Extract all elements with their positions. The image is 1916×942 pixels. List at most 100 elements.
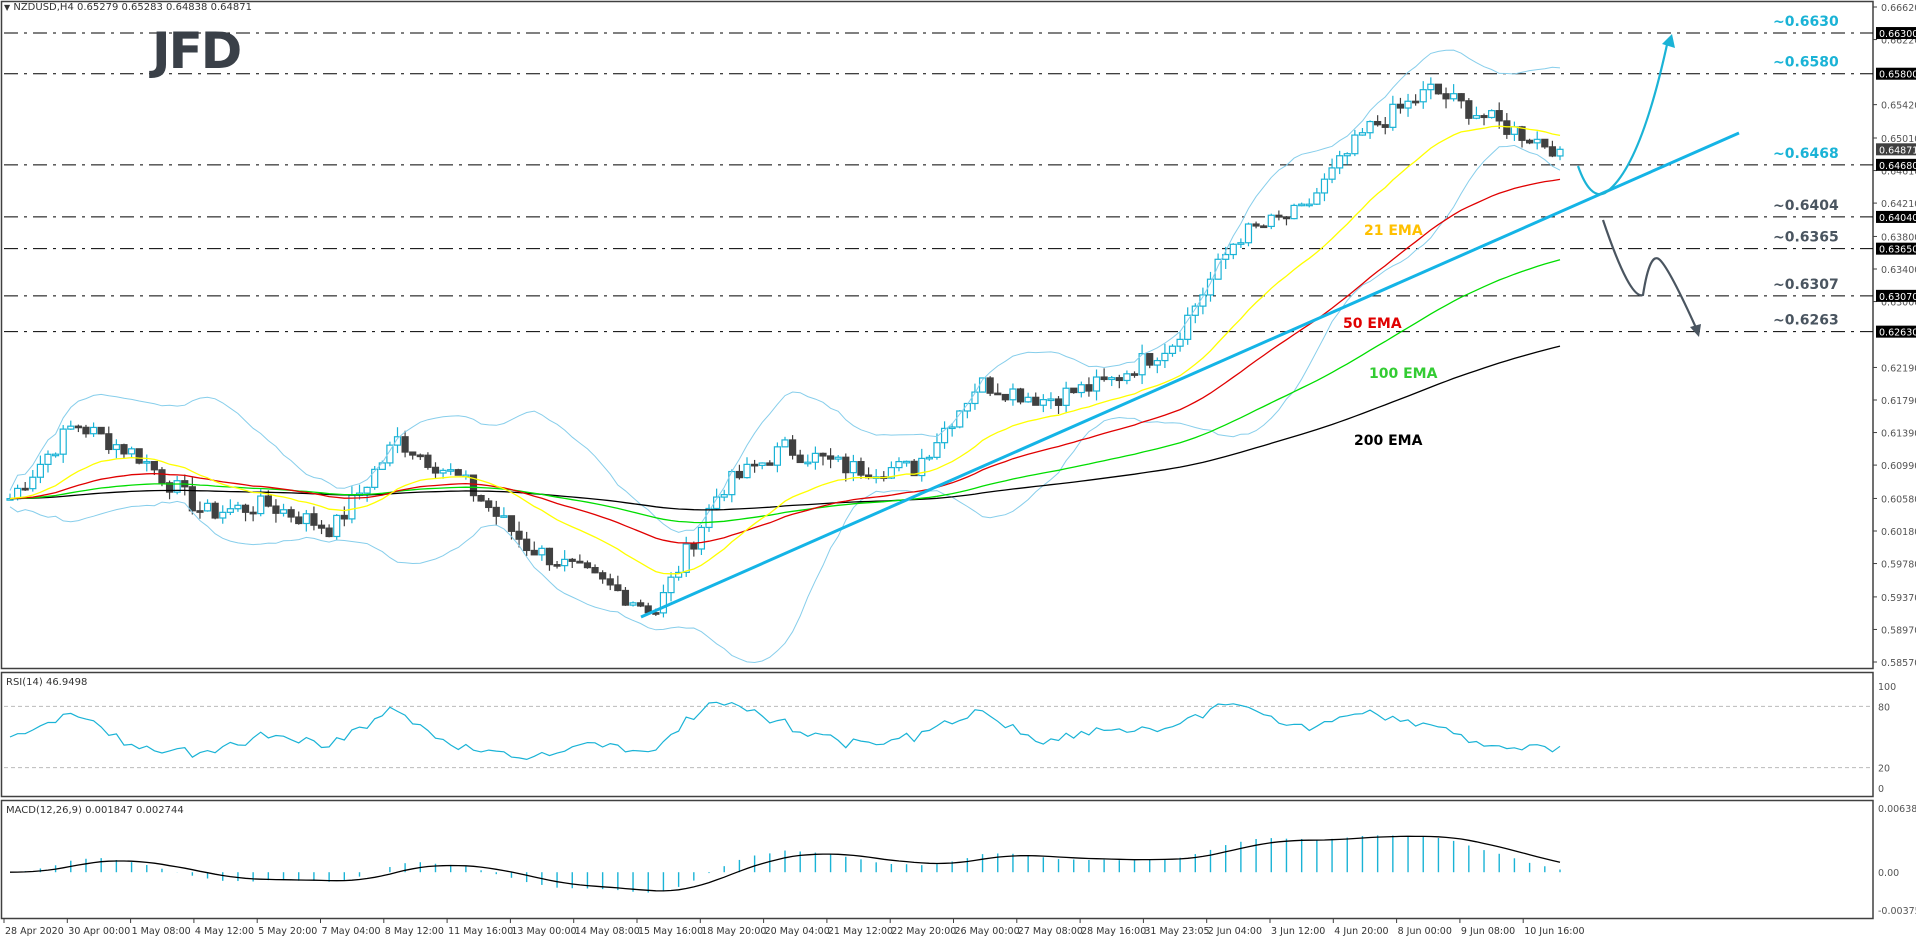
- time-tick-label: 18 May 20:00: [701, 926, 766, 937]
- level-price-tag-text: 0.63070: [1879, 292, 1916, 303]
- time-tick-label: 10 Jun 16:00: [1524, 926, 1584, 937]
- level-price-tag: [1876, 27, 1916, 40]
- time-tick-label: 9 Jun 08:00: [1461, 926, 1515, 937]
- level-price-tag: [1876, 289, 1916, 302]
- time-tick-label: 15 May 16:00: [638, 926, 703, 937]
- time-tick-label: 28 Apr 2020: [5, 926, 64, 937]
- level-price-tag: [1876, 158, 1916, 171]
- symbol-header: ▼ NZDUSD,H4 0.65279 0.65283 0.64838 0.64…: [4, 2, 252, 13]
- level-label: ~0.6404: [1773, 198, 1839, 214]
- time-tick-label: 4 Jun 20:00: [1334, 926, 1388, 937]
- level-price-tag-text: 0.66300: [1879, 29, 1916, 40]
- time-tick-label: 14 May 08:00: [575, 926, 640, 937]
- ema-21-label: 21 EMA: [1364, 223, 1423, 239]
- level-price-tag-text: 0.63650: [1879, 245, 1916, 256]
- macd-title: MACD(12,26,9) 0.001847 0.002744: [6, 805, 184, 816]
- uptrend-line[interactable]: [640, 131, 1740, 619]
- time-tick-label: 22 May 20:00: [891, 926, 956, 937]
- rsi-tick-label: 20: [1878, 764, 1890, 775]
- current-price-text: 0.64871: [1879, 145, 1916, 156]
- level-label: ~0.6580: [1773, 55, 1839, 71]
- time-tick-label: 20 May 04:00: [765, 926, 830, 937]
- level-label: ~0.6468: [1773, 146, 1839, 162]
- rsi-tick-label: 80: [1878, 702, 1890, 713]
- macd-tick-label: -0.003757: [1878, 906, 1916, 917]
- bollinger-upper: [9, 49, 1561, 533]
- rsi-tick-label: 0: [1878, 784, 1884, 795]
- time-tick-label: 3 Jun 12:00: [1271, 926, 1325, 937]
- level-label: ~0.6630: [1773, 14, 1839, 30]
- support-resistance-levels: ~0.6630 0.66300 ~0.6580 0.65800 ~0.6468 0.646…: [4, 14, 1916, 339]
- macd-histogram: [24, 835, 1561, 893]
- level-price-tag: [1876, 325, 1916, 338]
- time-tick-label: 21 May 12:00: [828, 926, 893, 937]
- rsi-line: [9, 701, 1561, 761]
- time-tick-label: 30 Apr 00:00: [68, 926, 130, 937]
- time-tick-label: 27 May 08:00: [1018, 926, 1083, 937]
- level-label: ~0.6365: [1773, 230, 1839, 246]
- time-tick-label: 13 May 00:00: [511, 926, 576, 937]
- arrow-head-up-icon: [1662, 34, 1675, 48]
- ema-21-line: [9, 125, 1561, 575]
- rsi-pane: [0, 671, 1874, 798]
- level-price-tag: [1876, 67, 1916, 80]
- level-price-tag-text: 0.65800: [1879, 70, 1916, 81]
- collapse-triangle-icon[interactable]: ▼: [4, 3, 11, 12]
- time-tick-label: 28 May 16:00: [1081, 926, 1146, 937]
- level-label: ~0.6263: [1773, 313, 1839, 329]
- level-price-tag: [1876, 210, 1916, 223]
- time-tick-label: 11 May 16:00: [448, 926, 513, 937]
- price-pane: [0, 0, 1874, 670]
- macd-signal-line: [9, 835, 1561, 892]
- symbol-ohlc-text: NZDUSD,H4 0.65279 0.65283 0.64838 0.6487…: [13, 2, 252, 13]
- time-tick-label: 31 May 23:05: [1144, 926, 1209, 937]
- macd-pane: [0, 799, 1874, 920]
- time-tick-label: 5 May 20:00: [258, 926, 317, 937]
- macd-tick-label: 0.00: [1878, 868, 1899, 879]
- time-tick-label: 8 May 12:00: [385, 926, 444, 937]
- time-tick-label: 2 Jun 04:00: [1208, 926, 1262, 937]
- level-price-tag-text: 0.64040: [1879, 213, 1916, 224]
- bullish-scenario-arrow: [1576, 39, 1670, 196]
- time-tick-label: 8 Jun 00:00: [1398, 926, 1452, 937]
- rsi-tick-label: 100: [1878, 682, 1896, 693]
- ema-50-line: [9, 178, 1561, 544]
- jfd-logo: JFD: [152, 22, 242, 80]
- candlesticks: [6, 77, 1564, 618]
- time-tick-label: 1 May 08:00: [132, 926, 191, 937]
- rsi-title: RSI(14) 46.9498: [6, 677, 88, 688]
- ema-200-line: [9, 345, 1561, 511]
- bearish-scenario-arrow: [1601, 219, 1699, 331]
- level-label: ~0.6307: [1773, 277, 1839, 293]
- price-tick-label: 0.58570: [1881, 658, 1916, 669]
- level-price-tag-text: 0.64680: [1879, 161, 1916, 172]
- time-tick-label: 26 May 00:00: [955, 926, 1020, 937]
- level-price-tag-text: 0.62630: [1879, 328, 1916, 339]
- current-price-tag: [1876, 143, 1916, 156]
- ema-100-line: [9, 259, 1561, 524]
- level-price-tag: [1876, 242, 1916, 255]
- time-axis: 28 Apr 2020 30 Apr 00:00 1 May 08:00 4 May …: [3, 918, 1585, 937]
- ema-100-label: 100 EMA: [1369, 366, 1438, 382]
